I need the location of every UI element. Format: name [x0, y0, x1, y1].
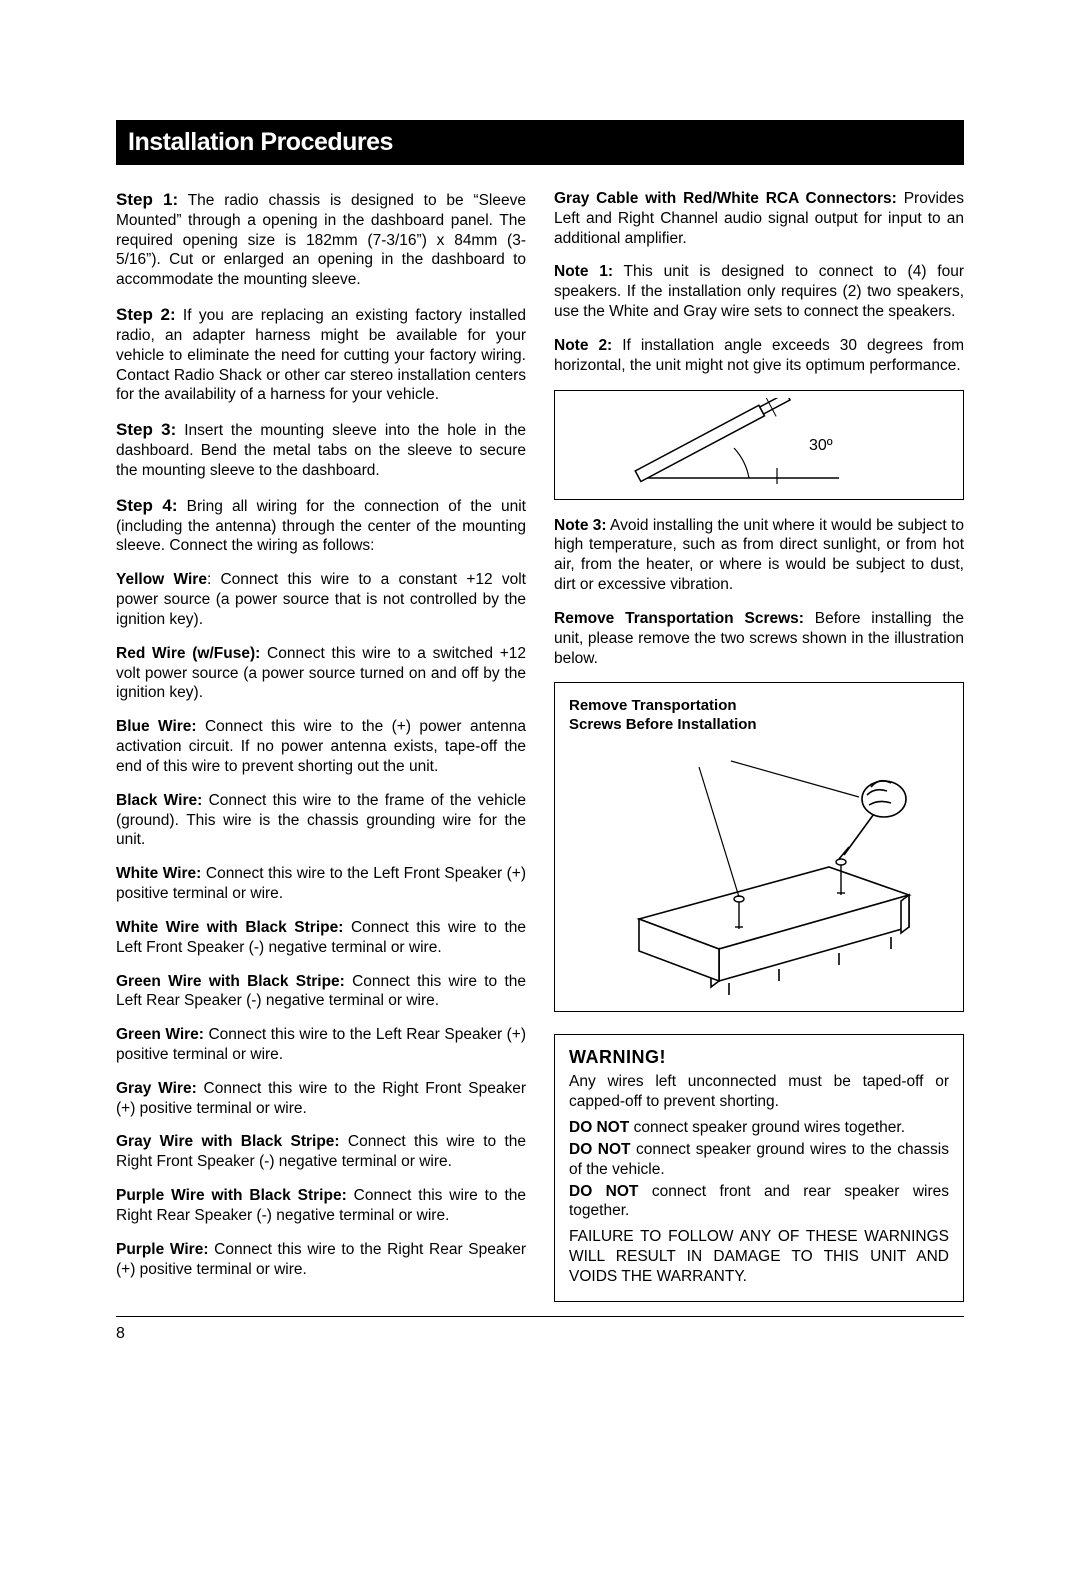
- section-header: Installation Procedures: [116, 120, 964, 165]
- note-2-text: If installation angle exceeds 30 degrees…: [554, 337, 964, 374]
- left-column: Step 1: The radio chassis is designed to…: [116, 189, 526, 1302]
- wire-purple-stripe-lead: Purple Wire with Black Stripe:: [116, 1187, 347, 1204]
- wire-white-stripe: White Wire with Black Stripe: Connect th…: [116, 918, 526, 958]
- donot-3-lead: DO NOT: [569, 1183, 638, 1200]
- wire-green-lead: Green Wire:: [116, 1026, 204, 1043]
- two-column-layout: Step 1: The radio chassis is designed to…: [116, 189, 964, 1302]
- angle-diagram: 30º: [554, 390, 964, 500]
- note-1-text: This unit is designed to connect to (4) …: [554, 263, 964, 320]
- wire-yellow-lead: Yellow Wire: [116, 571, 207, 588]
- note-3-text: Avoid installing the unit where it would…: [554, 517, 964, 593]
- note-2-lead: Note 2:: [554, 337, 612, 354]
- wire-white-stripe-lead: White Wire with Black Stripe:: [116, 919, 343, 936]
- step-1-lead: Step 1:: [116, 190, 178, 209]
- warning-p2: FAILURE TO FOLLOW ANY OF THESE WARNINGS …: [569, 1227, 949, 1286]
- rca-lead: Gray Cable with Red/White RCA Connectors…: [554, 190, 897, 207]
- angle-diagram-svg: 30º: [579, 398, 939, 492]
- wire-purple-lead: Purple Wire:: [116, 1241, 209, 1258]
- wire-white-lead: White Wire:: [116, 865, 201, 882]
- wire-blue-lead: Blue Wire:: [116, 718, 197, 735]
- step-3-text: Insert the mounting sleeve into the hole…: [116, 422, 526, 479]
- wire-gray: Gray Wire: Connect this wire to the Righ…: [116, 1079, 526, 1119]
- remove-screws-lead: Remove Transportation Screws:: [554, 610, 804, 627]
- note-3-lead: Note 3:: [554, 517, 607, 534]
- step-1: Step 1: The radio chassis is designed to…: [116, 189, 526, 290]
- step-2-text: If you are replacing an existing factory…: [116, 307, 526, 403]
- step-3-lead: Step 3:: [116, 420, 176, 439]
- page-footer: 8: [116, 1316, 964, 1343]
- warning-title: WARNING!: [569, 1047, 949, 1068]
- warning-donot-1: DO NOT connect speaker ground wires toge…: [569, 1118, 949, 1138]
- warning-donot-3: DO NOT connect front and rear speaker wi…: [569, 1182, 949, 1222]
- wire-yellow: Yellow Wire: Connect this wire to a cons…: [116, 570, 526, 629]
- step-4-lead: Step 4:: [116, 496, 178, 515]
- wire-black-lead: Black Wire:: [116, 792, 202, 809]
- right-column: Gray Cable with Red/White RCA Connectors…: [554, 189, 964, 1302]
- wire-black: Black Wire: Connect this wire to the fra…: [116, 791, 526, 850]
- wire-gray-stripe: Gray Wire with Black Stripe: Connect thi…: [116, 1132, 526, 1172]
- note-3: Note 3: Avoid installing the unit where …: [554, 516, 964, 595]
- warning-p1: Any wires left unconnected must be taped…: [569, 1072, 949, 1112]
- wire-blue: Blue Wire: Connect this wire to the (+) …: [116, 717, 526, 776]
- donot-1-text: connect speaker ground wires together.: [629, 1119, 905, 1136]
- step-1-text: The radio chassis is designed to be “Sle…: [116, 192, 526, 288]
- donot-2-lead: DO NOT: [569, 1141, 630, 1158]
- wire-gray-lead: Gray Wire:: [116, 1080, 197, 1097]
- page-number: 8: [116, 1325, 125, 1342]
- screws-diagram: Remove Transportation Screws Before Inst…: [554, 682, 964, 1012]
- warning-box: WARNING! Any wires left unconnected must…: [554, 1034, 964, 1301]
- wire-green-stripe: Green Wire with Black Stripe: Connect th…: [116, 972, 526, 1012]
- step-4-text: Bring all wiring for the connection of t…: [116, 498, 526, 555]
- wire-green-stripe-lead: Green Wire with Black Stripe:: [116, 973, 345, 990]
- donot-1-lead: DO NOT: [569, 1119, 629, 1136]
- wire-green: Green Wire: Connect this wire to the Lef…: [116, 1025, 526, 1065]
- step-3: Step 3: Insert the mounting sleeve into …: [116, 419, 526, 480]
- wire-purple: Purple Wire: Connect this wire to the Ri…: [116, 1240, 526, 1280]
- wire-purple-stripe: Purple Wire with Black Stripe: Connect t…: [116, 1186, 526, 1226]
- remove-screws-para: Remove Transportation Screws: Before ins…: [554, 609, 964, 668]
- note-2: Note 2: If installation angle exceeds 30…: [554, 336, 964, 376]
- wire-white: White Wire: Connect this wire to the Lef…: [116, 864, 526, 904]
- step-2: Step 2: If you are replacing an existing…: [116, 304, 526, 405]
- note-1: Note 1: This unit is designed to connect…: [554, 262, 964, 321]
- wire-red: Red Wire (w/Fuse): Connect this wire to …: [116, 644, 526, 703]
- screws-diagram-label: Remove Transportation Screws Before Inst…: [569, 697, 759, 735]
- warning-donot-2: DO NOT connect speaker ground wires to t…: [569, 1140, 949, 1180]
- wire-gray-stripe-lead: Gray Wire with Black Stripe:: [116, 1133, 340, 1150]
- step-4: Step 4: Bring all wiring for the connect…: [116, 495, 526, 556]
- step-2-lead: Step 2:: [116, 305, 176, 324]
- screws-diagram-svg: [579, 747, 959, 1007]
- angle-label: 30º: [809, 437, 833, 454]
- rca-cable: Gray Cable with Red/White RCA Connectors…: [554, 189, 964, 248]
- wire-red-lead: Red Wire (w/Fuse):: [116, 645, 260, 662]
- note-1-lead: Note 1:: [554, 263, 613, 280]
